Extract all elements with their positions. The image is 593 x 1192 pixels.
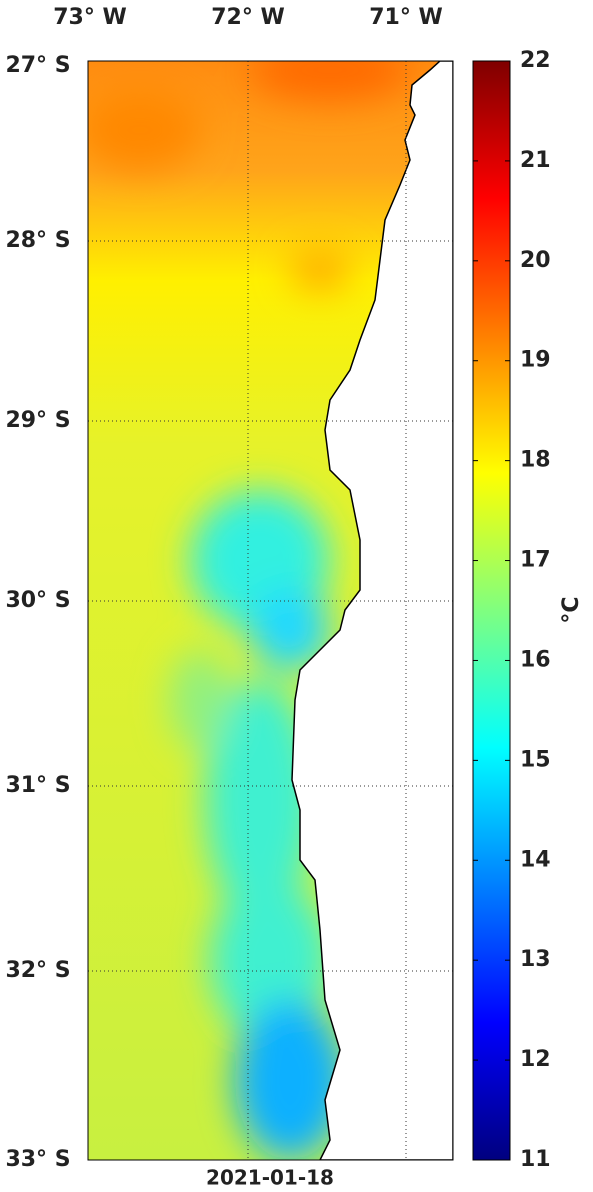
colorbar-tick-label: 11: [520, 1147, 551, 1172]
colorbar-tick-label: 17: [520, 548, 551, 573]
lat-label: 29° S: [5, 408, 70, 433]
colorbar-tick-label: 16: [520, 647, 551, 672]
graticule: [88, 61, 453, 1160]
colorbar-tick-label: 15: [520, 747, 551, 772]
lat-label: 27° S: [5, 53, 70, 78]
colorbar: [472, 60, 511, 1161]
colorbar-tick-label: 20: [520, 248, 551, 273]
lat-label: 32° S: [5, 958, 70, 983]
lat-label: 31° S: [5, 773, 70, 798]
lat-label: 28° S: [5, 228, 70, 253]
lon-label: 72° W: [211, 5, 285, 30]
colorbar-tick-label: 13: [520, 947, 551, 972]
date: 2021-01-18: [206, 1166, 334, 1189]
lat-label: 33° S: [5, 1147, 70, 1172]
map-frame: [87, 60, 454, 1161]
colorbar-tick-label: 14: [520, 847, 551, 872]
colorbar-tick-label: 12: [520, 1047, 551, 1072]
sea-surface: [88, 61, 453, 1160]
colorbar-tick-label: 21: [520, 148, 551, 173]
colorbar-label: °C: [559, 596, 584, 623]
colorbar-tick-label: 18: [520, 448, 551, 473]
lon-label: 71° W: [369, 5, 443, 30]
lat-label: 30° S: [5, 588, 70, 613]
lon-label: 73° W: [53, 5, 127, 30]
colorbar-tick-label: 22: [520, 48, 551, 73]
colorbar-tick-label: 19: [520, 348, 551, 373]
